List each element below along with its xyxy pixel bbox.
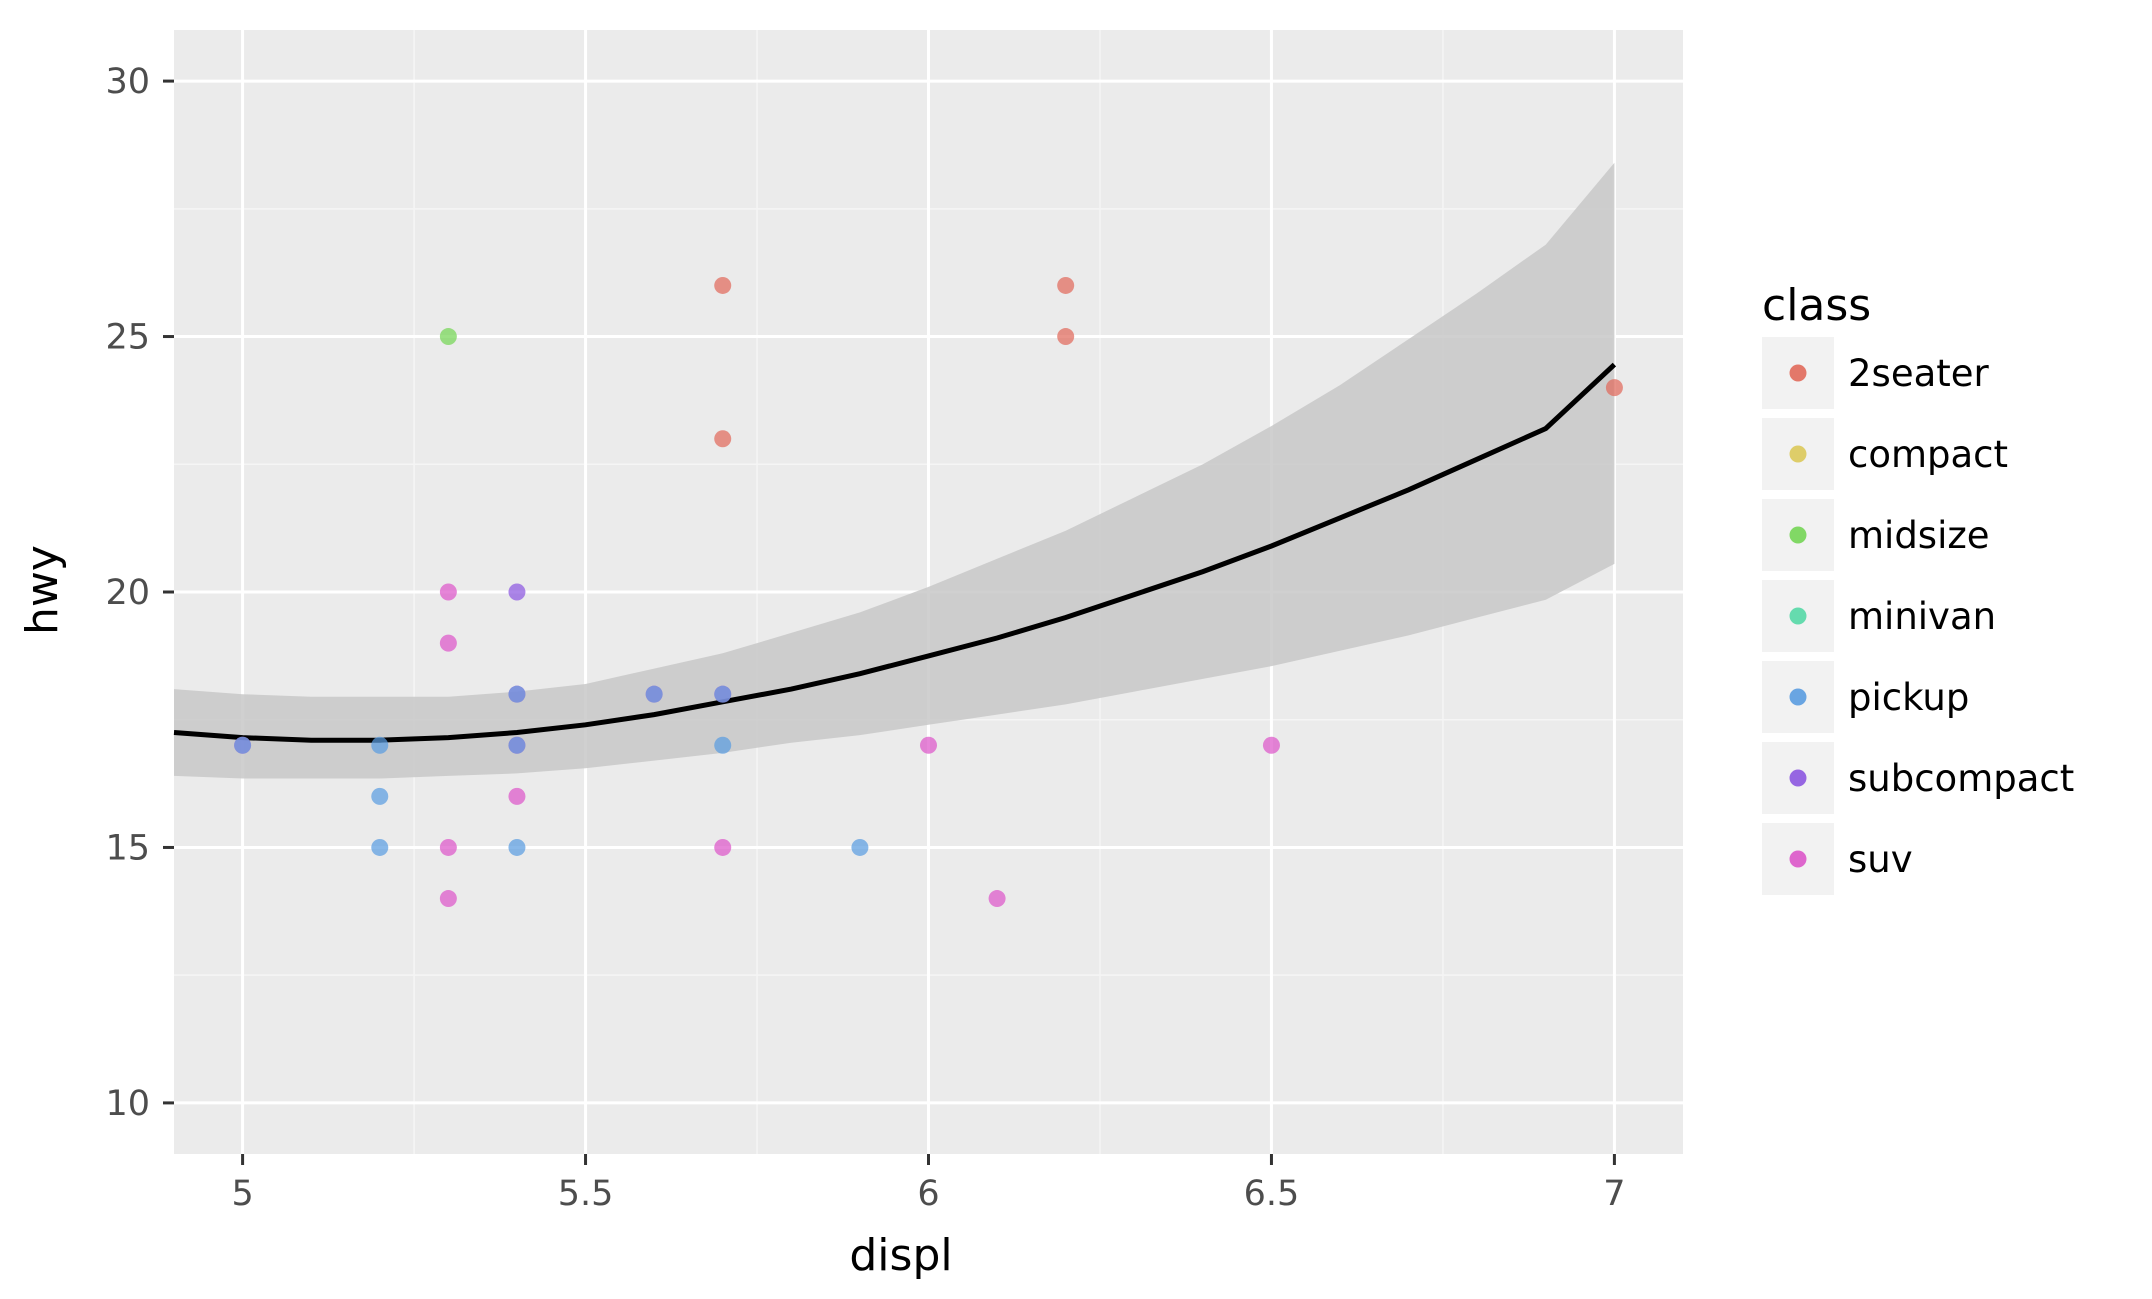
- legend-item: minivan: [1762, 580, 1996, 652]
- x-tick-label: 6.5: [1244, 1174, 1300, 1214]
- data-point: [1057, 276, 1075, 294]
- legend-label: 2seater: [1848, 352, 1990, 395]
- data-point: [714, 838, 732, 856]
- data-point: [508, 583, 526, 601]
- smooth-line: [173, 362, 1617, 743]
- y-tick-label: 20: [105, 573, 150, 613]
- data-point: [508, 736, 526, 754]
- confidence-band-layer: [174, 162, 1615, 779]
- y-tick-label: 15: [105, 828, 150, 868]
- x-tick-label: 5: [231, 1174, 253, 1214]
- data-point: [714, 685, 732, 703]
- data-point: [508, 787, 526, 805]
- legend-swatch: [1789, 364, 1807, 382]
- y-tick-label: 30: [105, 62, 150, 102]
- data-point: [851, 838, 869, 856]
- data-point: [714, 430, 732, 448]
- data-point: [371, 787, 389, 805]
- confidence-band: [174, 162, 1615, 779]
- points-layer: [234, 276, 1623, 908]
- legend-label: compact: [1848, 433, 2008, 476]
- x-tick-label: 7: [1603, 1174, 1625, 1214]
- data-point: [234, 736, 252, 754]
- legend-swatch: [1789, 445, 1807, 463]
- legend-swatch: [1789, 526, 1807, 544]
- y-axis-title: hwy: [17, 545, 68, 635]
- y-tick-label: 25: [105, 318, 150, 358]
- legend-swatch: [1789, 688, 1807, 706]
- legend-item: suv: [1762, 823, 1913, 895]
- legend-item: compact: [1762, 418, 2008, 490]
- axes: 5 5.5 6 6.5 7 10 15 20 25 30: [105, 62, 1625, 1214]
- data-point: [439, 328, 457, 346]
- x-axis-title: displ: [849, 1230, 952, 1281]
- data-point: [439, 583, 457, 601]
- legend-label: suv: [1848, 838, 1913, 881]
- data-point: [508, 685, 526, 703]
- data-point: [439, 890, 457, 908]
- legend-item: pickup: [1762, 661, 1969, 733]
- legend-swatch: [1789, 607, 1807, 625]
- y-tick-label: 10: [105, 1084, 150, 1124]
- legend-label: minivan: [1848, 595, 1996, 638]
- data-point: [920, 736, 937, 754]
- data-point: [988, 890, 1006, 908]
- data-point: [371, 736, 389, 754]
- legend-label: pickup: [1848, 676, 1969, 719]
- data-point: [714, 736, 732, 754]
- data-point: [439, 838, 457, 856]
- legend-title: class: [1762, 280, 1871, 331]
- data-point: [1605, 379, 1623, 397]
- legend-item: subcompact: [1762, 742, 2074, 814]
- data-point: [1057, 328, 1075, 346]
- data-point: [714, 276, 732, 294]
- data-point: [508, 838, 526, 856]
- smooth-line-layer: [173, 362, 1617, 743]
- legend-item: 2seater: [1762, 337, 1990, 409]
- legend-item: midsize: [1762, 499, 1990, 571]
- legend-items: 2seater compact midsize minivan pickup subcom…: [1762, 337, 2074, 895]
- data-point: [439, 634, 457, 652]
- data-point: [645, 685, 663, 703]
- data-point: [1262, 736, 1280, 754]
- legend: class 2seater compact midsize minivan pickup…: [1762, 280, 2074, 895]
- x-tick-label: 6: [917, 1174, 939, 1214]
- legend-label: subcompact: [1848, 757, 2074, 800]
- legend-swatch: [1789, 850, 1807, 868]
- x-tick-label: 5.5: [558, 1174, 614, 1214]
- data-point: [371, 838, 389, 856]
- legend-label: midsize: [1848, 514, 1990, 557]
- legend-swatch: [1789, 769, 1807, 787]
